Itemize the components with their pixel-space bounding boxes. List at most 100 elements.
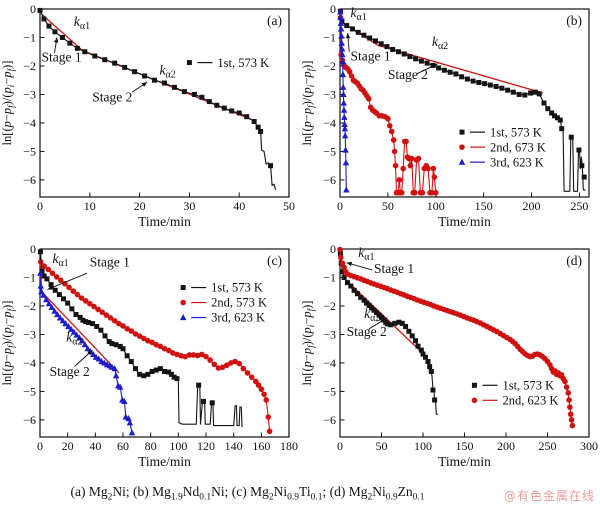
- triangle-marker: [67, 325, 75, 332]
- square-marker: [413, 56, 419, 62]
- annotation-arrow: [47, 272, 88, 290]
- series-line: [339, 17, 437, 194]
- rich-segment: )/(: [0, 93, 14, 105]
- triangle-marker: [340, 106, 348, 113]
- legend-label: 3rd, 623 K: [211, 311, 265, 325]
- rich-segment: −: [0, 78, 14, 85]
- square-marker: [447, 69, 453, 75]
- square-marker: [459, 129, 465, 135]
- x-tick-label: 100: [169, 439, 187, 453]
- square-marker: [401, 51, 407, 57]
- rich-segment: f: [306, 104, 316, 108]
- square-marker: [244, 114, 250, 120]
- legend-label: 1st, 573 K: [217, 56, 269, 70]
- caption-segment: Ni; (c) Mg: [211, 484, 269, 499]
- square-marker: [493, 83, 499, 89]
- x-tick-label: 40: [89, 439, 101, 453]
- triangle-marker: [341, 120, 348, 127]
- square-marker: [37, 7, 43, 13]
- rich-segment: )]: [0, 61, 14, 69]
- rich-segment: −: [0, 114, 14, 121]
- square-marker: [395, 49, 401, 55]
- square-marker: [422, 354, 428, 360]
- circle-marker: [103, 312, 110, 318]
- x-axis-label: Time/min: [438, 214, 491, 229]
- x-tick-label: 20: [62, 439, 74, 453]
- square-marker: [344, 280, 350, 286]
- circle-marker: [111, 317, 118, 324]
- circle-marker: [236, 360, 242, 367]
- caption-segment: (a) Mg: [70, 484, 108, 499]
- square-marker: [141, 373, 147, 379]
- rich-segment: p: [300, 311, 314, 318]
- square-marker: [90, 321, 96, 327]
- triangle-marker: [51, 307, 58, 314]
- circle-marker: [215, 365, 222, 371]
- square-marker: [73, 312, 79, 318]
- y-tick-label: −1: [23, 30, 36, 44]
- y-tick-label: −6: [23, 413, 36, 427]
- panel-label: (d): [566, 253, 582, 268]
- rich-segment: p: [0, 327, 14, 334]
- triangle-marker: [73, 331, 80, 338]
- triangle-marker: [43, 296, 50, 303]
- square-marker: [94, 323, 100, 329]
- square-marker: [339, 18, 345, 24]
- rich-segment: α2: [72, 337, 82, 348]
- arrow-head: [381, 317, 388, 323]
- square-marker: [344, 23, 350, 29]
- annotation-text: kα2: [66, 330, 82, 348]
- rich-segment: f: [6, 307, 16, 311]
- series-markers: [37, 7, 274, 169]
- y-tick-label: −5: [23, 384, 36, 398]
- rich-segment: k: [432, 34, 439, 49]
- triangle-marker: [340, 99, 347, 106]
- y-axis-label: ln[(p−pf)/(pi−pf)]: [300, 61, 316, 146]
- square-marker: [459, 74, 465, 80]
- square-marker: [83, 319, 89, 325]
- square-marker: [559, 126, 565, 132]
- rich-segment: Stage 1: [374, 261, 414, 276]
- rich-segment: )/(: [300, 333, 314, 345]
- caption-segment: 0.9: [385, 492, 398, 503]
- rich-segment: f: [6, 67, 16, 71]
- square-marker: [361, 297, 367, 303]
- square-marker: [399, 320, 405, 326]
- x-tick-label: 250: [570, 199, 588, 213]
- circle-marker: [261, 391, 267, 398]
- circle-marker: [255, 382, 262, 388]
- circle-marker: [124, 325, 130, 332]
- square-marker: [420, 351, 426, 357]
- square-marker: [52, 29, 58, 35]
- x-tick-label: 20: [134, 199, 146, 213]
- circle-marker: [74, 291, 81, 298]
- annotation-text: Stage 2: [388, 67, 428, 82]
- x-tick-label: 100: [427, 199, 445, 213]
- circle-marker: [396, 177, 403, 183]
- x-tick-label: 160: [252, 439, 270, 453]
- square-marker: [354, 291, 360, 297]
- square-marker: [499, 85, 505, 91]
- subplot-b: 0 50 100 150 200 250 0 −1 −2 −3 −4 −5 −6 Time/min ln[(…: [300, 0, 600, 240]
- square-marker: [113, 342, 119, 348]
- x-tick-label: 30: [183, 199, 195, 213]
- rich-segment: Stage 2: [347, 324, 387, 339]
- caption-segment: 2: [268, 492, 274, 503]
- square-marker: [152, 77, 158, 83]
- triangle-marker: [179, 314, 187, 321]
- circle-marker: [157, 343, 164, 350]
- square-marker: [482, 81, 488, 87]
- square-marker: [528, 90, 534, 96]
- rich-segment: p: [300, 361, 314, 368]
- square-marker: [153, 367, 159, 373]
- circle-marker: [385, 115, 391, 122]
- square-marker: [341, 274, 347, 280]
- square-marker: [180, 285, 186, 291]
- triangle-marker: [84, 345, 91, 352]
- square-marker: [236, 110, 242, 116]
- rich-segment: α1: [58, 258, 68, 269]
- x-axis-label: Time/min: [138, 214, 191, 229]
- circle-marker: [186, 352, 193, 358]
